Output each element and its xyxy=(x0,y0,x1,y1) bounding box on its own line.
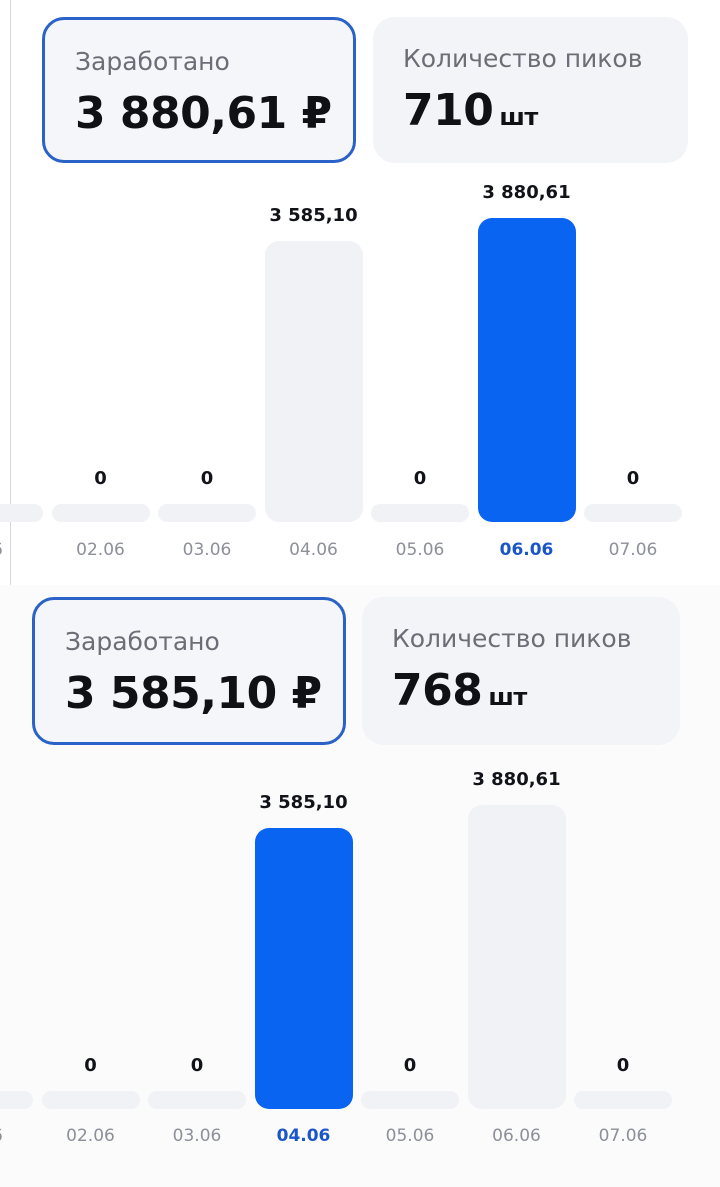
picks-unit: шт xyxy=(488,683,527,711)
chart-bar-03.06[interactable] xyxy=(158,504,256,522)
chart-value-label: 3 585,10 xyxy=(269,205,358,226)
chart-value-label: 0 xyxy=(190,1055,204,1076)
chart-tick-label[interactable]: 07.06 xyxy=(598,1126,648,1146)
chart-value-label: 3 880,61 xyxy=(482,182,571,203)
chart-value-label: 3 880,61 xyxy=(472,769,561,790)
chart-tick-label[interactable]: 05.06 xyxy=(395,540,445,560)
chart-bar-07.06[interactable] xyxy=(574,1091,672,1109)
chart-bar-07.06[interactable] xyxy=(584,504,682,522)
earned-label: Заработано xyxy=(75,47,230,76)
screenshot-panel-2: Заработано 3 585,10 ₽ Количество пиков 7… xyxy=(0,585,720,1187)
chart-tick-label[interactable]: 6 xyxy=(0,1126,12,1146)
chart-bar-04.06[interactable] xyxy=(254,828,353,1109)
chart-tick-label[interactable]: 02.06 xyxy=(66,1126,115,1146)
chart-bar-02.06[interactable] xyxy=(41,1091,140,1109)
earned-card[interactable]: Заработано 3 585,10 ₽ xyxy=(32,597,346,745)
picks-value: 768 шт xyxy=(392,665,527,716)
picks-label: Количество пиков xyxy=(392,624,632,653)
chart-tick-label[interactable]: 03.06 xyxy=(172,1126,222,1146)
earned-card[interactable]: Заработано 3 880,61 ₽ xyxy=(42,17,356,163)
chart-tick-label[interactable]: 07.06 xyxy=(608,540,658,560)
chart-bar-01.06[interactable] xyxy=(0,1091,33,1109)
picks-value: 710 шт xyxy=(403,85,538,136)
screenshot-panel-1: Заработано 3 880,61 ₽ Количество пиков 7… xyxy=(0,0,720,585)
chart-value-label: 3 585,10 xyxy=(259,792,348,813)
chart-value-label: 0 xyxy=(94,468,107,489)
chart-value-label: 0 xyxy=(403,1055,417,1076)
chart-tick-label[interactable]: 06.06 xyxy=(499,540,554,560)
chart-value-label: 0 xyxy=(413,468,427,489)
divider-line xyxy=(10,0,11,585)
earned-label: Заработано xyxy=(65,627,220,656)
picks-card[interactable]: Количество пиков 710 шт xyxy=(373,17,688,163)
chart-bar-05.06[interactable] xyxy=(361,1091,459,1109)
chart-bar-04.06[interactable] xyxy=(264,241,363,522)
chart-bar-01.06[interactable] xyxy=(0,504,43,522)
picks-unit: шт xyxy=(499,103,538,131)
chart-value-label: 0 xyxy=(84,1055,97,1076)
earned-value: 3 880,61 ₽ xyxy=(75,88,332,139)
chart-tick-label[interactable]: 04.06 xyxy=(289,540,338,560)
chart-bar-06.06[interactable] xyxy=(477,218,576,522)
chart-tick-label[interactable]: 02.06 xyxy=(76,540,125,560)
chart-value-label: 0 xyxy=(616,1055,630,1076)
chart-tick-label[interactable]: 6 xyxy=(0,540,12,560)
picks-card[interactable]: Количество пиков 768 шт xyxy=(362,597,680,745)
chart-tick-label[interactable]: 05.06 xyxy=(385,1126,435,1146)
chart-bar-03.06[interactable] xyxy=(148,1091,246,1109)
chart-bar-06.06[interactable] xyxy=(467,805,566,1109)
chart-value-label: 0 xyxy=(200,468,214,489)
chart-tick-label[interactable]: 04.06 xyxy=(276,1126,331,1146)
chart-bar-05.06[interactable] xyxy=(371,504,469,522)
picks-label: Количество пиков xyxy=(403,44,643,73)
chart-tick-label[interactable]: 03.06 xyxy=(182,540,232,560)
earned-value: 3 585,10 ₽ xyxy=(65,668,322,719)
chart-tick-label[interactable]: 06.06 xyxy=(492,1126,541,1146)
picks-number: 768 xyxy=(392,665,483,716)
chart-bar-02.06[interactable] xyxy=(51,504,150,522)
picks-number: 710 xyxy=(403,85,494,136)
chart-value-label: 0 xyxy=(626,468,640,489)
